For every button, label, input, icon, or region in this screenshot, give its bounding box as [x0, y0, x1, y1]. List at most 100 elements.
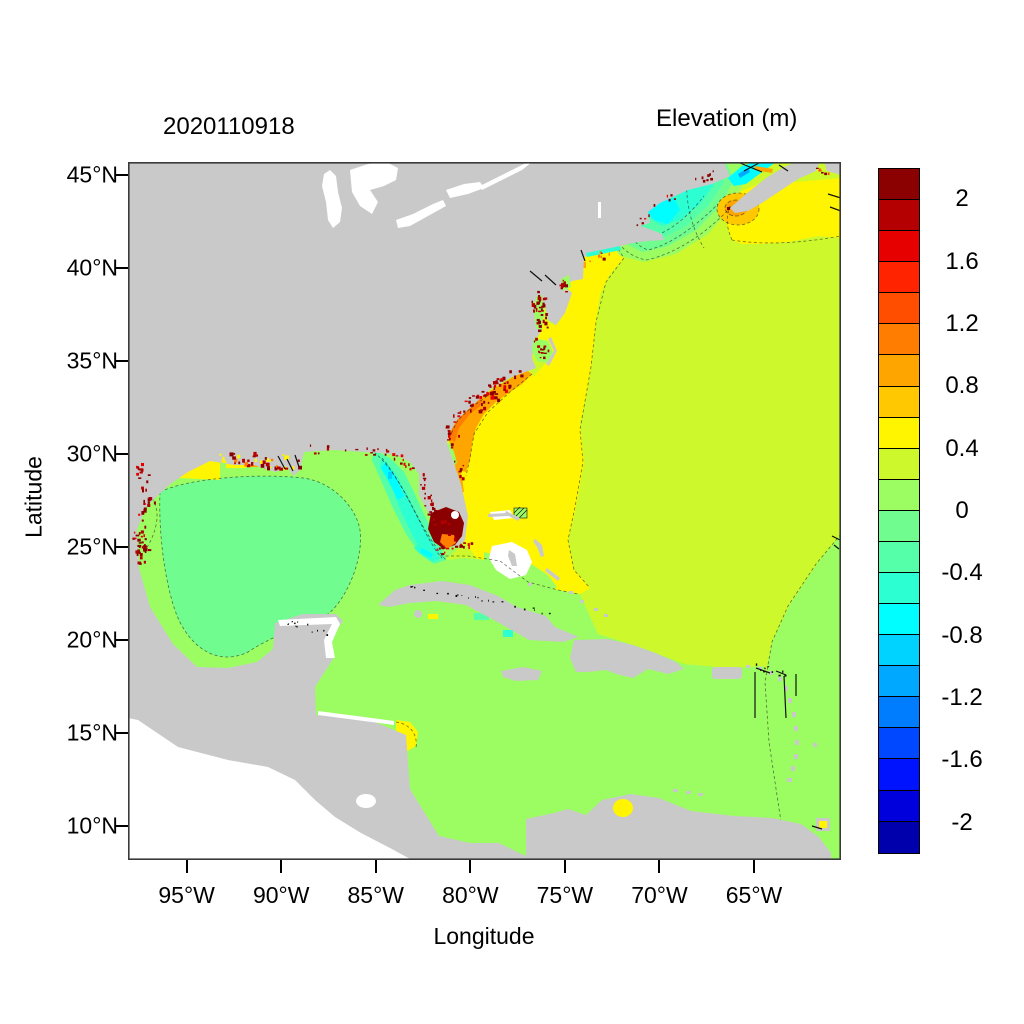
- flood-speckle: [295, 625, 297, 627]
- y-tick-label: 35°N: [66, 347, 118, 374]
- colorbar-cell: [879, 541, 919, 574]
- flood-speckle: [764, 667, 766, 670]
- y-tick-mark: [115, 174, 128, 177]
- flood-speckle: [502, 376, 506, 381]
- flood-speckle: [537, 296, 542, 301]
- colorbar-cell: [879, 728, 919, 760]
- flood-speckle: [323, 629, 325, 632]
- colorbar: [878, 168, 920, 854]
- flood-speckle: [494, 381, 497, 384]
- flood-speckle: [538, 324, 542, 328]
- datetime-title: 2020110918: [163, 113, 295, 140]
- flood-speckle: [421, 486, 426, 490]
- flood-speckle: [453, 537, 457, 542]
- bahamas-islets: [488, 511, 608, 617]
- flood-speckle: [477, 596, 479, 599]
- flood-speckle: [423, 589, 425, 591]
- transect-mark: [580, 249, 586, 262]
- flood-speckle: [143, 547, 146, 552]
- flood-speckle: [561, 284, 564, 288]
- flood-speckle: [260, 463, 265, 468]
- flood-speckle: [602, 257, 606, 261]
- transect-mark: [277, 455, 286, 470]
- colorbar-tick-label: -1.6: [941, 746, 983, 774]
- flood-speckle: [392, 453, 396, 456]
- flood-speckle: [147, 498, 151, 502]
- flood-speckle: [541, 612, 543, 615]
- flood-speckle: [291, 621, 293, 623]
- flood-speckle: [532, 607, 535, 609]
- flood-speckle: [537, 302, 540, 305]
- flood-speckle: [470, 409, 472, 413]
- flood-speckle: [456, 594, 459, 596]
- flood-speckle: [436, 549, 438, 552]
- flood-speckle: [449, 437, 451, 441]
- mainland-landmass: [128, 162, 730, 860]
- flood-speckle: [441, 546, 444, 550]
- flood-speckle: [444, 551, 446, 554]
- cuba-south-yellow: [428, 614, 438, 619]
- carolina-orange-band: [448, 370, 532, 472]
- flood-speckle: [453, 421, 457, 423]
- flood-speckle: [137, 538, 141, 542]
- flood-speckle: [237, 454, 241, 459]
- x-tick-mark: [563, 860, 566, 873]
- abaco-hatch-patch: [513, 506, 528, 519]
- flood-speckle: [133, 531, 136, 534]
- flood-speckle: [464, 400, 468, 403]
- gulf-deep-basin: [159, 476, 361, 657]
- flood-speckle: [441, 512, 444, 516]
- flood-speckle: [498, 383, 502, 387]
- flood-speckle: [668, 198, 671, 202]
- flood-speckle: [497, 398, 501, 403]
- flood-speckle: [499, 379, 504, 382]
- flood-speckle: [778, 674, 781, 677]
- flood-speckle: [445, 425, 450, 429]
- flood-speckle: [493, 381, 497, 385]
- transect-mark: [286, 458, 294, 472]
- flood-speckle: [138, 532, 141, 535]
- flood-speckle: [531, 300, 533, 303]
- flood-speckle: [514, 375, 517, 380]
- flood-speckle: [533, 309, 535, 313]
- flood-speckle: [317, 629, 318, 632]
- y-tick-label: 40°N: [66, 254, 118, 281]
- flood-speckle: [433, 523, 437, 526]
- flood-speckle: [260, 460, 264, 464]
- flood-speckle: [447, 432, 452, 435]
- flood-speckle: [370, 452, 373, 454]
- flood-speckle: [266, 458, 269, 463]
- flood-speckle: [468, 397, 472, 399]
- flood-speckle: [145, 547, 148, 552]
- flood-speckle: [402, 458, 404, 462]
- flood-speckle: [459, 475, 462, 479]
- flood-speckle: [447, 439, 451, 441]
- flood-speckle: [373, 453, 377, 456]
- flood-speckle: [484, 395, 487, 397]
- x-tick-mark: [658, 860, 661, 873]
- flood-speckle: [429, 511, 432, 513]
- transect-mark: [829, 206, 841, 212]
- x-tick-label: 90°W: [252, 882, 310, 908]
- flood-speckle: [229, 452, 234, 457]
- x-tick-mark: [280, 860, 283, 873]
- flood-speckle: [457, 415, 461, 418]
- flood-speckle: [538, 350, 540, 353]
- south-america-land: [526, 794, 831, 860]
- flood-speckle: [673, 198, 676, 200]
- colorbar-tick-label: -1.2: [941, 684, 983, 712]
- flood-speckle: [459, 468, 463, 471]
- colorbar-tick-label: 0.8: [945, 372, 979, 400]
- flood-speckle: [472, 395, 475, 397]
- flood-speckle: [135, 550, 139, 554]
- flood-speckle: [138, 468, 142, 471]
- flood-speckle: [494, 393, 499, 395]
- flood-speckle: [410, 586, 413, 588]
- flood-speckle: [480, 409, 483, 412]
- flood-speckle: [141, 519, 144, 522]
- flood-speckle: [481, 600, 483, 602]
- colorbar-tick-label: -2: [951, 808, 973, 836]
- flood-speckle: [326, 447, 330, 451]
- flood-speckle: [536, 321, 540, 325]
- flood-speckle: [540, 314, 544, 316]
